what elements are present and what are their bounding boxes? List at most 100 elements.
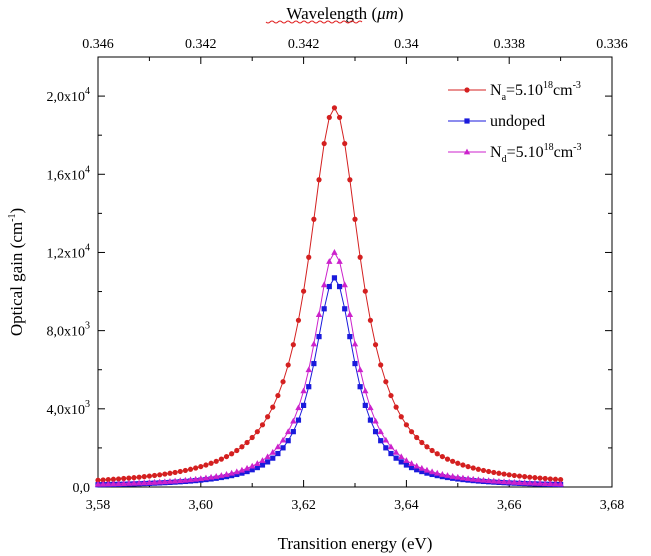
data-point xyxy=(193,465,199,471)
y-tick-label: 4,0x103 xyxy=(47,399,91,418)
top-tick-label: 0.34 xyxy=(394,37,419,52)
data-point xyxy=(526,479,533,486)
data-point xyxy=(403,462,409,468)
data-point xyxy=(495,478,503,484)
top-axis-title: Wavelength (μm) xyxy=(286,4,403,23)
data-point xyxy=(203,462,209,468)
data-point xyxy=(434,473,440,479)
data-point xyxy=(141,479,148,486)
data-point xyxy=(311,360,317,367)
top-axis: 0.346 0.342 0.342 0.34 0.338 0.336 xyxy=(82,37,628,64)
data-point xyxy=(501,471,507,477)
data-point xyxy=(383,445,389,451)
data-point xyxy=(229,451,235,457)
data-point xyxy=(392,448,400,455)
legend-item: undoped xyxy=(448,113,545,130)
top-tick-label: 0.342 xyxy=(288,37,320,52)
data-point xyxy=(151,478,158,485)
data-point xyxy=(490,477,497,484)
data-point xyxy=(486,468,492,475)
data-point xyxy=(419,439,425,446)
data-point xyxy=(161,478,169,485)
data-point xyxy=(419,468,425,475)
data-point xyxy=(290,417,297,424)
data-point xyxy=(341,281,348,288)
legend-label: Na=5.1018cm-3 xyxy=(490,80,581,103)
data-point xyxy=(367,404,374,411)
data-point xyxy=(157,472,163,478)
data-point xyxy=(167,470,173,476)
data-point xyxy=(197,475,204,482)
data-point xyxy=(162,471,168,477)
data-point xyxy=(172,469,178,476)
data-point xyxy=(372,417,379,424)
x-axis: 3,58 3,60 3,62 3,64 3,66 3,68 xyxy=(86,480,624,513)
data-point xyxy=(270,404,276,410)
data-point xyxy=(141,474,147,480)
data-point xyxy=(320,281,328,288)
x-tick-label: 3,60 xyxy=(189,498,214,513)
data-point xyxy=(347,334,353,340)
data-point xyxy=(454,473,461,480)
data-point xyxy=(229,473,235,479)
data-point xyxy=(265,414,271,420)
data-point xyxy=(470,475,477,482)
data-point xyxy=(398,453,405,460)
data-point xyxy=(326,258,333,264)
top-axis-title-unit: μm xyxy=(376,4,398,23)
y-tick-label: 0,0 xyxy=(73,481,91,496)
data-point xyxy=(228,469,235,476)
data-point xyxy=(439,453,445,460)
y-axis-title: Optical gain (cm-1) xyxy=(7,208,26,336)
data-point xyxy=(460,462,466,468)
data-point xyxy=(265,459,271,465)
data-point xyxy=(475,466,481,472)
data-point xyxy=(331,105,338,111)
data-point xyxy=(295,417,302,423)
data-point xyxy=(321,140,327,147)
data-point xyxy=(383,379,389,385)
data-point xyxy=(121,475,127,482)
data-point xyxy=(403,422,409,428)
data-point xyxy=(105,477,111,483)
data-point xyxy=(470,465,476,471)
top-tick-label: 0.338 xyxy=(493,37,525,52)
spellcheck-underline xyxy=(265,20,363,24)
data-point xyxy=(316,177,322,183)
data-point xyxy=(239,470,245,476)
data-point xyxy=(455,460,461,466)
data-point xyxy=(95,477,101,483)
data-point xyxy=(285,438,291,444)
data-point xyxy=(295,404,302,411)
series-square xyxy=(95,275,564,488)
legend-item: Nd=5.1018cm-3 xyxy=(448,142,581,165)
data-point xyxy=(321,306,327,312)
data-point xyxy=(182,476,189,483)
data-point xyxy=(254,460,261,466)
data-point xyxy=(146,479,153,485)
data-point xyxy=(506,478,513,485)
data-point xyxy=(450,458,456,464)
data-point xyxy=(135,479,143,486)
data-point xyxy=(115,480,122,487)
data-point xyxy=(496,470,502,476)
top-axis-title-word: Wavelength xyxy=(286,4,367,23)
data-point xyxy=(290,342,296,348)
data-point xyxy=(275,392,281,399)
data-point xyxy=(352,360,358,367)
data-point xyxy=(131,475,137,481)
data-point xyxy=(367,417,374,423)
data-point xyxy=(110,480,117,487)
data-point xyxy=(475,476,482,483)
data-point xyxy=(300,387,307,394)
data-point xyxy=(388,450,394,457)
data-point xyxy=(424,470,430,476)
data-point xyxy=(136,474,142,480)
data-point xyxy=(295,317,302,323)
data-point xyxy=(315,311,323,317)
data-point xyxy=(270,455,276,461)
data-point xyxy=(94,480,102,487)
data-point xyxy=(218,472,225,478)
y-axis-title-close: ) xyxy=(7,208,26,214)
